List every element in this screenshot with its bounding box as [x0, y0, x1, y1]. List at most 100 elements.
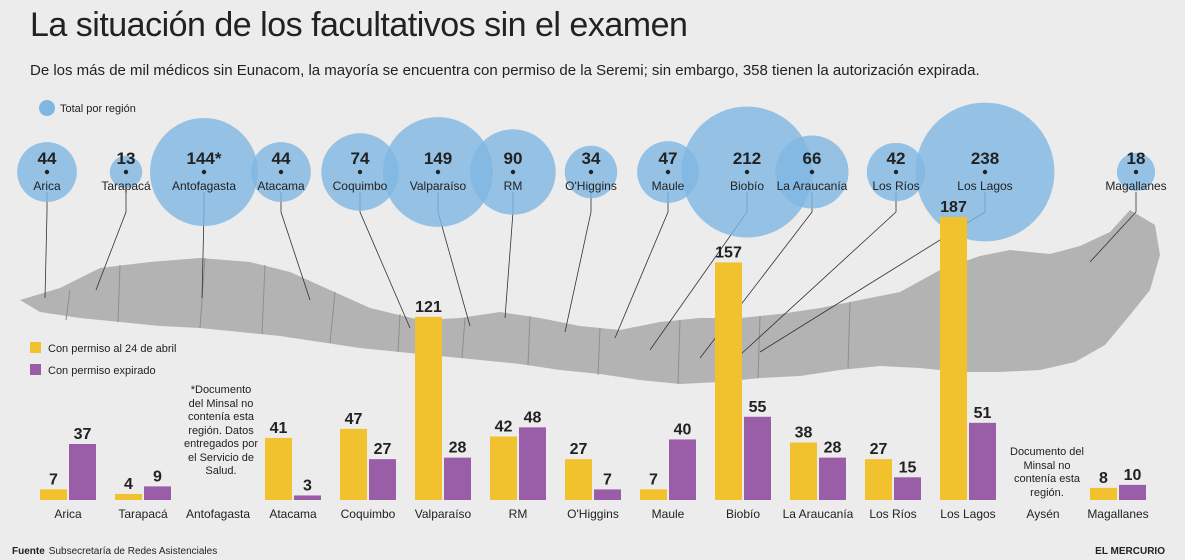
x-label-valparaiso: Valparaíso [415, 507, 472, 521]
x-label-biobio: Biobío [726, 507, 760, 521]
bar-permiso-coquimbo [340, 428, 367, 500]
bubble-label-arica: Arica [33, 179, 61, 193]
leader-atacama [280, 192, 311, 301]
bar-expirado-coquimbo [369, 459, 396, 500]
bar-expirado-la-araucania [819, 457, 846, 500]
page-title: La situación de los facultativos sin el … [30, 6, 688, 44]
bubble-value-valparaiso: 149 [424, 149, 452, 168]
bar-label-expirado-atacama: 3 [303, 477, 312, 494]
bar-label-permiso-biobio: 157 [715, 244, 742, 261]
bar-expirado-arica [69, 444, 96, 500]
bubble-layer: 44 Arica 13 Tarapacá 144* Antofagasta 44 Atacam… [17, 102, 1167, 242]
bar-permiso-los-rios [865, 459, 892, 500]
bar-label-expirado-maule: 40 [674, 421, 692, 438]
bar-permiso-magallanes [1090, 487, 1117, 500]
bar-permiso-los-lagos [940, 217, 967, 500]
bar-layer: 7 37 Arica 4 9 Tarapacá Antofagasta 41 3 Atacama 4… [40, 199, 1149, 521]
bar-label-permiso-maule: 7 [649, 471, 658, 488]
x-label-antofagasta: Antofagasta [186, 507, 250, 521]
leader-magallanes [1089, 192, 1137, 263]
x-label-o-higgins: O'Higgins [567, 507, 619, 521]
x-label-la-araucania: La Araucanía [783, 507, 854, 521]
bubble-value-biobio: 212 [733, 149, 761, 168]
legend-swatch-permiso [30, 342, 41, 353]
bar-label-permiso-los-lagos: 187 [940, 199, 967, 216]
bar-label-expirado-rm: 48 [524, 409, 542, 426]
legend-swatch-total [39, 100, 55, 116]
bar-expirado-los-lagos [969, 422, 996, 500]
leader-o-higgins [564, 192, 592, 333]
bar-expirado-valparaiso [444, 457, 471, 500]
bubble-dot-antofagasta [201, 169, 207, 175]
bubble-value-maule: 47 [659, 149, 678, 168]
bubble-value-los-lagos: 238 [971, 149, 999, 168]
bar-expirado-rm [519, 427, 546, 500]
bar-label-expirado-biobio: 55 [749, 399, 767, 416]
bubble-value-la-araucania: 66 [803, 149, 822, 168]
bar-permiso-maule [640, 489, 667, 500]
bar-label-expirado-tarapaca: 9 [153, 468, 162, 485]
publisher-credit: EL MERCURIO [1095, 546, 1165, 557]
bubble-label-atacama: Atacama [257, 179, 305, 193]
bar-label-permiso-valparaiso: 121 [415, 299, 442, 316]
bar-label-permiso-rm: 42 [495, 418, 513, 435]
bar-expirado-atacama [294, 495, 321, 500]
bubble-dot-arica [44, 169, 50, 175]
bar-label-expirado-la-araucania: 28 [824, 440, 842, 457]
bubble-label-o-higgins: O'Higgins [565, 179, 617, 193]
bubble-dot-maule [665, 169, 671, 175]
x-label-aysen: Aysén [1026, 507, 1059, 521]
bar-expirado-magallanes [1119, 484, 1146, 500]
bar-label-permiso-coquimbo: 47 [345, 411, 363, 428]
bubble-dot-valparaiso [435, 169, 441, 175]
x-label-arica: Arica [54, 507, 82, 521]
x-label-coquimbo: Coquimbo [341, 507, 396, 521]
bubble-label-tarapaca: Tarapacá [101, 179, 151, 193]
x-label-los-rios: Los Ríos [869, 507, 916, 521]
bubble-value-o-higgins: 34 [582, 149, 601, 168]
bubble-label-biobio: Biobío [730, 179, 764, 193]
bar-permiso-arica [40, 489, 67, 500]
bar-permiso-biobio [715, 262, 742, 500]
leader-tarapaca [95, 192, 127, 291]
bubble-dot-atacama [278, 169, 284, 175]
bar-permiso-valparaiso [415, 316, 442, 500]
bubble-value-los-rios: 42 [887, 149, 906, 168]
bar-label-expirado-coquimbo: 27 [374, 441, 392, 458]
bar-label-permiso-atacama: 41 [270, 420, 288, 437]
source-line: Fuente Subsecretaría de Redes Asistencial… [12, 546, 217, 557]
bubble-dot-biobio [744, 169, 750, 175]
bar-expirado-biobio [744, 416, 771, 500]
bubble-value-rm: 90 [504, 149, 523, 168]
bubble-value-magallanes: 18 [1127, 149, 1146, 168]
bubble-label-maule: Maule [652, 179, 685, 193]
legend-label-expirado: Con permiso expirado [48, 365, 156, 377]
x-label-tarapaca: Tarapacá [118, 507, 168, 521]
bubble-dot-o-higgins [588, 169, 594, 175]
bubble-dot-los-rios [893, 169, 899, 175]
bar-expirado-los-rios [894, 477, 921, 500]
x-label-magallanes: Magallanes [1087, 507, 1148, 521]
bubble-dot-los-lagos [982, 169, 988, 175]
legend: Total por región Con permiso al 24 de ab… [30, 100, 176, 377]
bubble-dot-magallanes [1133, 169, 1139, 175]
bar-permiso-la-araucania [790, 442, 817, 500]
bar-permiso-atacama [265, 437, 292, 500]
x-label-rm: RM [509, 507, 528, 521]
legend-label-permiso: Con permiso al 24 de abril [48, 343, 176, 355]
legend-swatch-expirado [30, 364, 41, 375]
bubble-dot-coquimbo [357, 169, 363, 175]
bubble-label-los-lagos: Los Lagos [957, 179, 1012, 193]
leader-arica [44, 192, 48, 299]
bar-label-expirado-los-rios: 15 [899, 459, 917, 476]
bar-label-permiso-la-araucania: 38 [795, 424, 813, 441]
bubble-value-arica: 44 [38, 149, 57, 168]
bubble-value-coquimbo: 74 [351, 149, 370, 168]
bubble-label-la-araucania: La Araucanía [777, 179, 848, 193]
bar-expirado-maule [669, 439, 696, 500]
bubble-label-rm: RM [504, 179, 523, 193]
bubble-value-atacama: 44 [272, 149, 291, 168]
note-antofagasta: *Documento del Minsal no contenía esta r… [184, 384, 258, 477]
bar-label-permiso-o-higgins: 27 [570, 441, 588, 458]
